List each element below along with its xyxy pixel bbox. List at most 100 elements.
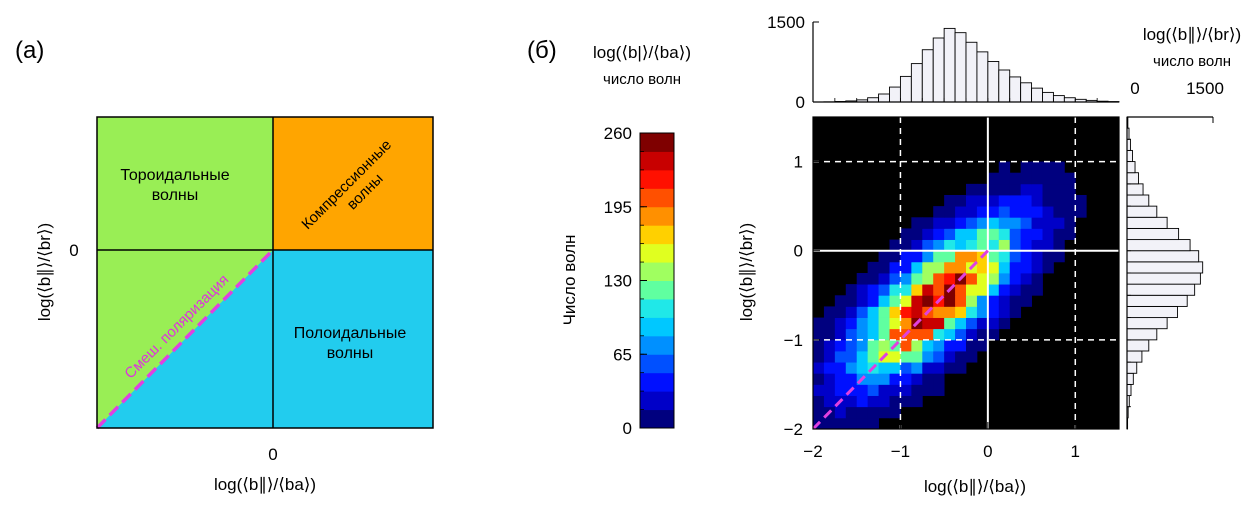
heatmap-cell bbox=[922, 262, 933, 274]
heatmap-cell bbox=[868, 329, 879, 341]
heatmap-cell bbox=[955, 362, 966, 374]
heatmap-cell bbox=[879, 373, 890, 385]
heatmap-cell bbox=[988, 251, 999, 263]
heatmap-cell bbox=[1043, 184, 1054, 196]
heatmap-cell bbox=[1053, 195, 1064, 207]
heatmap-cell bbox=[857, 384, 868, 396]
y-tick-label: −2 bbox=[784, 420, 803, 439]
heatmap-cell bbox=[857, 273, 868, 285]
heatmap-cell bbox=[824, 384, 835, 396]
poloidal-label-line1: Полоидальные bbox=[294, 325, 407, 342]
heatmap-cell bbox=[977, 206, 988, 218]
right-hist-bar bbox=[1127, 162, 1135, 173]
heatmap-cell bbox=[999, 206, 1010, 218]
heatmap-cell bbox=[977, 184, 988, 196]
heatmap-cell bbox=[977, 273, 988, 285]
right-hist-bar bbox=[1127, 384, 1131, 395]
top-hist-bar bbox=[1021, 83, 1032, 102]
heatmap-cell bbox=[1010, 195, 1021, 207]
heatmap-cell bbox=[933, 306, 944, 318]
heatmap-xlabel: log(⟨b∥⟩/⟨ba⟩) bbox=[924, 477, 1026, 496]
heatmap-cell bbox=[824, 306, 835, 318]
heatmap-cell bbox=[1043, 206, 1054, 218]
top-hist-bar bbox=[944, 28, 955, 102]
heatmap-cell bbox=[999, 184, 1010, 196]
heatmap-cell bbox=[813, 351, 824, 363]
heatmap-cell bbox=[1021, 228, 1032, 240]
heatmap-cell bbox=[1043, 217, 1054, 229]
heatmap-cell bbox=[1053, 217, 1064, 229]
heatmap-cell bbox=[1021, 217, 1032, 229]
heatmap-cell bbox=[857, 407, 868, 419]
heatmap-cell bbox=[1032, 284, 1043, 296]
right-hist-bar bbox=[1127, 262, 1203, 273]
heatmap-cell bbox=[922, 228, 933, 240]
heatmap-cell bbox=[911, 373, 922, 385]
heatmap-cell bbox=[955, 284, 966, 296]
heatmap-cell bbox=[846, 351, 857, 363]
heatmap-cell bbox=[868, 418, 879, 430]
heatmap-cell bbox=[911, 217, 922, 229]
heatmap-cell bbox=[890, 306, 901, 318]
heatmap-cell bbox=[955, 262, 966, 274]
top-hist-bar bbox=[900, 76, 911, 102]
heatmap-cell bbox=[1032, 162, 1043, 174]
heatmap-cell bbox=[835, 373, 846, 385]
heatmap-cell bbox=[1043, 262, 1054, 274]
heatmap-cell bbox=[813, 362, 824, 374]
heatmap-cell bbox=[890, 251, 901, 263]
heatmap-cell bbox=[977, 240, 988, 252]
heatmap-cell bbox=[1010, 217, 1021, 229]
heatmap-cell bbox=[868, 384, 879, 396]
heatmap-cell bbox=[824, 329, 835, 341]
top-hist-bar bbox=[999, 70, 1010, 102]
top-hist-bar bbox=[933, 38, 944, 102]
heatmap-cell bbox=[1053, 251, 1064, 263]
panel-a-y-tick-0: 0 bbox=[69, 241, 78, 260]
panel-b-label: (б) bbox=[527, 37, 557, 64]
right-hist-bar bbox=[1127, 273, 1200, 284]
heatmap-cell bbox=[977, 340, 988, 352]
top-hist-ylabel2: число волн bbox=[1153, 53, 1231, 70]
heatmap-cell bbox=[890, 295, 901, 307]
top-hist-bar bbox=[955, 33, 966, 102]
heatmap-cell bbox=[813, 384, 824, 396]
heatmap-cell bbox=[1053, 240, 1064, 252]
heatmap-cell bbox=[933, 373, 944, 385]
heatmap-cell bbox=[911, 306, 922, 318]
colorbar-swatch bbox=[640, 317, 674, 336]
y-tick-label: 1 bbox=[794, 153, 803, 172]
heatmap-cell bbox=[857, 318, 868, 330]
heatmap-cell bbox=[966, 295, 977, 307]
heatmap-cell bbox=[933, 329, 944, 341]
right-hist-bar bbox=[1127, 306, 1177, 317]
colorbar-swatch bbox=[640, 410, 674, 429]
heatmap-cell bbox=[966, 351, 977, 363]
heatmap-cell bbox=[1032, 240, 1043, 252]
heatmap-cell bbox=[868, 373, 879, 385]
heatmap-cell bbox=[988, 195, 999, 207]
heatmap-cell bbox=[955, 295, 966, 307]
heatmap-cell bbox=[999, 306, 1010, 318]
heatmap-cell bbox=[857, 295, 868, 307]
heatmap-cell bbox=[835, 295, 846, 307]
heatmap-cell bbox=[813, 318, 824, 330]
top-hist-bar bbox=[879, 94, 890, 102]
right-hist-bar bbox=[1127, 362, 1137, 373]
heatmap-cell bbox=[944, 240, 955, 252]
heatmap-cell bbox=[879, 273, 890, 285]
heatmap-cell bbox=[944, 306, 955, 318]
heatmap-cell bbox=[900, 295, 911, 307]
heatmap-cell bbox=[933, 251, 944, 263]
heatmap-cell bbox=[955, 318, 966, 330]
heatmap-cell bbox=[900, 284, 911, 296]
heatmap-cell bbox=[879, 340, 890, 352]
right-hist-bar bbox=[1127, 173, 1138, 184]
heatmap-cell bbox=[868, 340, 879, 352]
panel-a-ylabel: log(⟨b∥⟩/⟨br⟩) bbox=[35, 223, 54, 321]
heatmap-cell bbox=[1021, 251, 1032, 263]
heatmap-cell bbox=[835, 362, 846, 374]
heatmap-cell bbox=[922, 373, 933, 385]
